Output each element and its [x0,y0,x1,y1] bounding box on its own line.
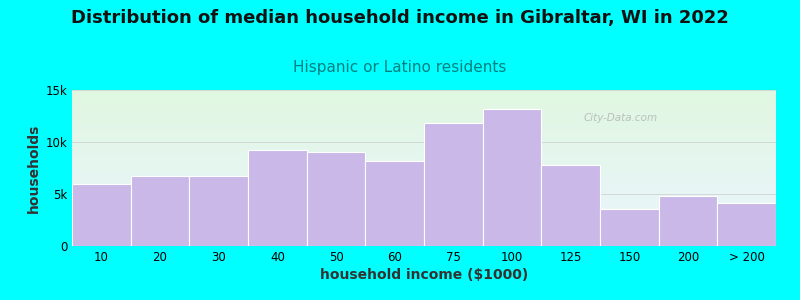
Bar [190,176,248,246]
Bar [718,203,776,246]
Bar [366,161,424,246]
Bar [130,176,190,246]
Bar [72,184,130,246]
Y-axis label: households: households [27,123,42,213]
Text: Hispanic or Latino residents: Hispanic or Latino residents [294,60,506,75]
Bar [482,109,542,246]
Bar [248,150,306,246]
Bar [658,196,718,246]
Text: City-Data.com: City-Data.com [584,113,658,123]
Bar [542,165,600,246]
Bar [306,152,366,246]
Bar [424,123,482,246]
Text: Distribution of median household income in Gibraltar, WI in 2022: Distribution of median household income … [71,9,729,27]
X-axis label: household income ($1000): household income ($1000) [320,268,528,282]
Bar [600,208,658,246]
